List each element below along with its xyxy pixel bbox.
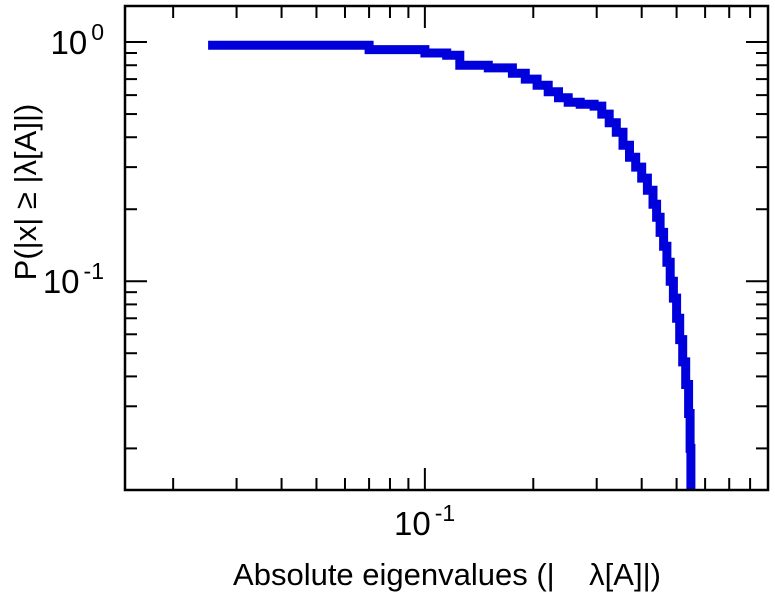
y-axis-label: P(|x| ≥ |λ[A]|) [8,104,43,281]
tick-exponent: 0 [91,19,104,45]
y-tick-label-2: 10 -1 [43,258,104,300]
plot-frame [123,4,770,492]
x-tick-label-1: 10 -1 [394,500,455,542]
tick-base: 10 [394,505,431,542]
tick-exponent: -1 [84,258,104,284]
ccdf-step-curve [208,40,696,490]
tick-base: 10 [50,24,87,61]
tick-base: 10 [43,263,80,300]
plot-layer [123,4,770,492]
tick-exponent: -1 [435,500,455,526]
y-tick-label-1: 10 0 [50,19,104,61]
x-axis-label: Absolute eigenvalues (| λ[A]|) [233,557,661,592]
